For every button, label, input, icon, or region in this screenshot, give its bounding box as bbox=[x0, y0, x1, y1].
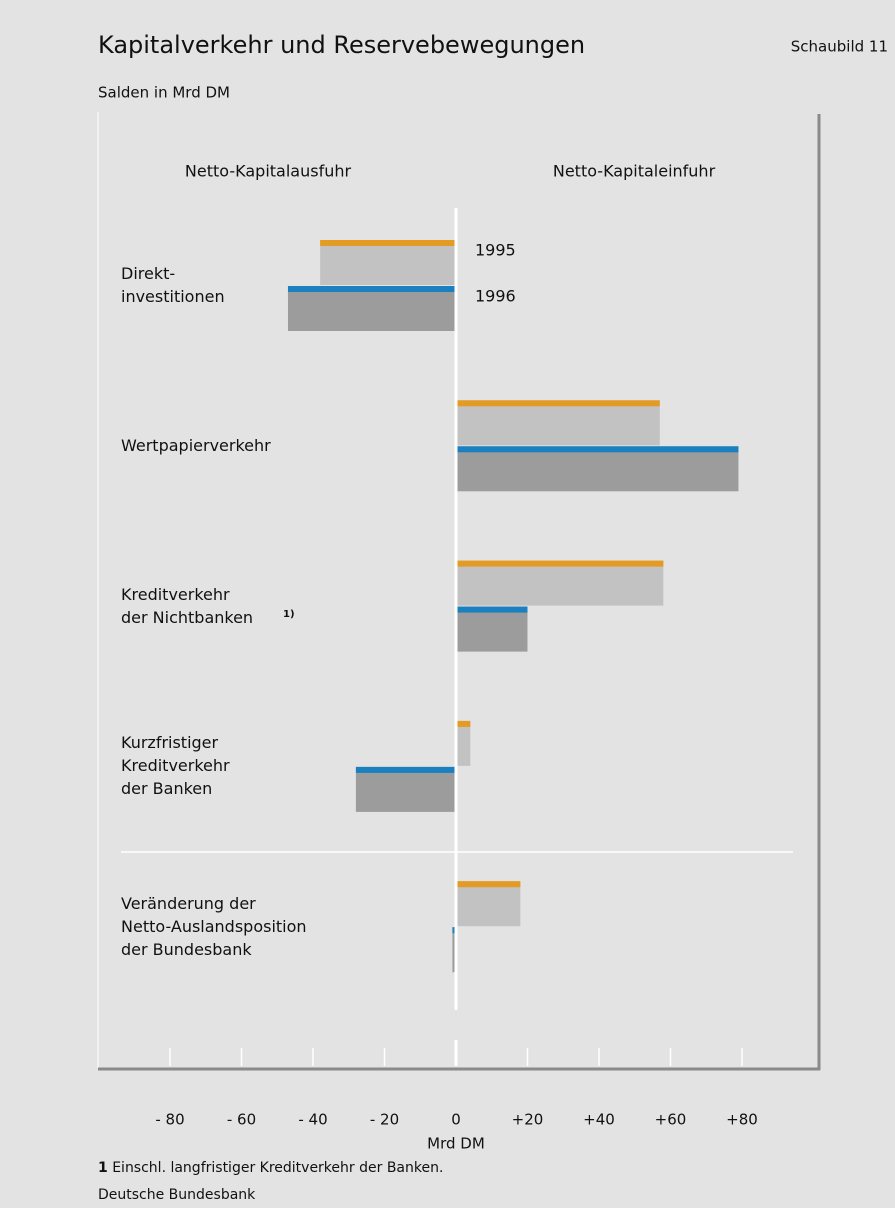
bar bbox=[456, 560, 664, 606]
x-tick-label: - 60 bbox=[227, 1111, 256, 1129]
footnote-text: Einschl. langfristiger Kreditverkehr der… bbox=[112, 1160, 444, 1176]
x-tick-label: +60 bbox=[655, 1111, 687, 1129]
bar-accent bbox=[287, 286, 456, 292]
x-tick-label: +20 bbox=[512, 1111, 544, 1129]
bar bbox=[287, 286, 456, 331]
category-label: Kurzfristiger Kreditverkehr der Banken bbox=[121, 733, 230, 799]
x-tick-label: - 80 bbox=[155, 1111, 184, 1129]
bar-accent bbox=[456, 400, 660, 407]
bar bbox=[452, 927, 456, 973]
x-axis-label: Mrd DM bbox=[427, 1135, 485, 1153]
bar bbox=[456, 400, 660, 446]
bar bbox=[320, 240, 456, 285]
subtitle: Salden in Mrd DM bbox=[98, 84, 230, 102]
footnote: 1 Einschl. langfristiger Kreditverkehr d… bbox=[98, 1160, 443, 1176]
category-label: Direkt- investitionen bbox=[121, 264, 225, 306]
legend-label: 1996 bbox=[475, 287, 516, 306]
bar-accent bbox=[456, 606, 528, 613]
footnote-marker: 1 bbox=[98, 1160, 108, 1176]
bar bbox=[456, 720, 471, 766]
x-tick-label: +80 bbox=[726, 1111, 758, 1129]
bar-accent bbox=[456, 881, 521, 888]
x-tick-label: 0 bbox=[451, 1111, 461, 1129]
footnote-ref: 1) bbox=[283, 609, 295, 620]
category-label: Veränderung der Netto-Auslandsposition d… bbox=[121, 893, 307, 959]
bar-accent bbox=[456, 560, 664, 567]
bar-accent bbox=[355, 766, 456, 773]
x-tick-label: +40 bbox=[583, 1111, 615, 1129]
bar bbox=[355, 766, 456, 812]
legend-label: 1995 bbox=[475, 241, 516, 260]
category-label: Kreditverkehr der Nichtbanken bbox=[121, 584, 254, 627]
bar bbox=[456, 606, 528, 652]
bar-accent bbox=[452, 927, 456, 934]
figure-label: Schaubild 11 bbox=[791, 38, 888, 56]
bar-accent bbox=[456, 720, 471, 727]
bar bbox=[456, 881, 521, 927]
source: Deutsche Bundesbank bbox=[98, 1187, 256, 1203]
x-tick-label: - 40 bbox=[298, 1111, 327, 1129]
bar bbox=[456, 446, 739, 492]
bar-accent bbox=[320, 240, 456, 246]
chart-title: Kapitalverkehr und Reservebewegungen bbox=[98, 31, 585, 59]
right-heading: Netto-Kapitaleinfuhr bbox=[553, 162, 716, 181]
category-label: Wertpapierverkehr bbox=[121, 435, 271, 455]
bar-accent bbox=[456, 446, 739, 453]
x-tick-label: - 20 bbox=[370, 1111, 399, 1129]
left-heading: Netto-Kapitalausfuhr bbox=[185, 162, 352, 181]
